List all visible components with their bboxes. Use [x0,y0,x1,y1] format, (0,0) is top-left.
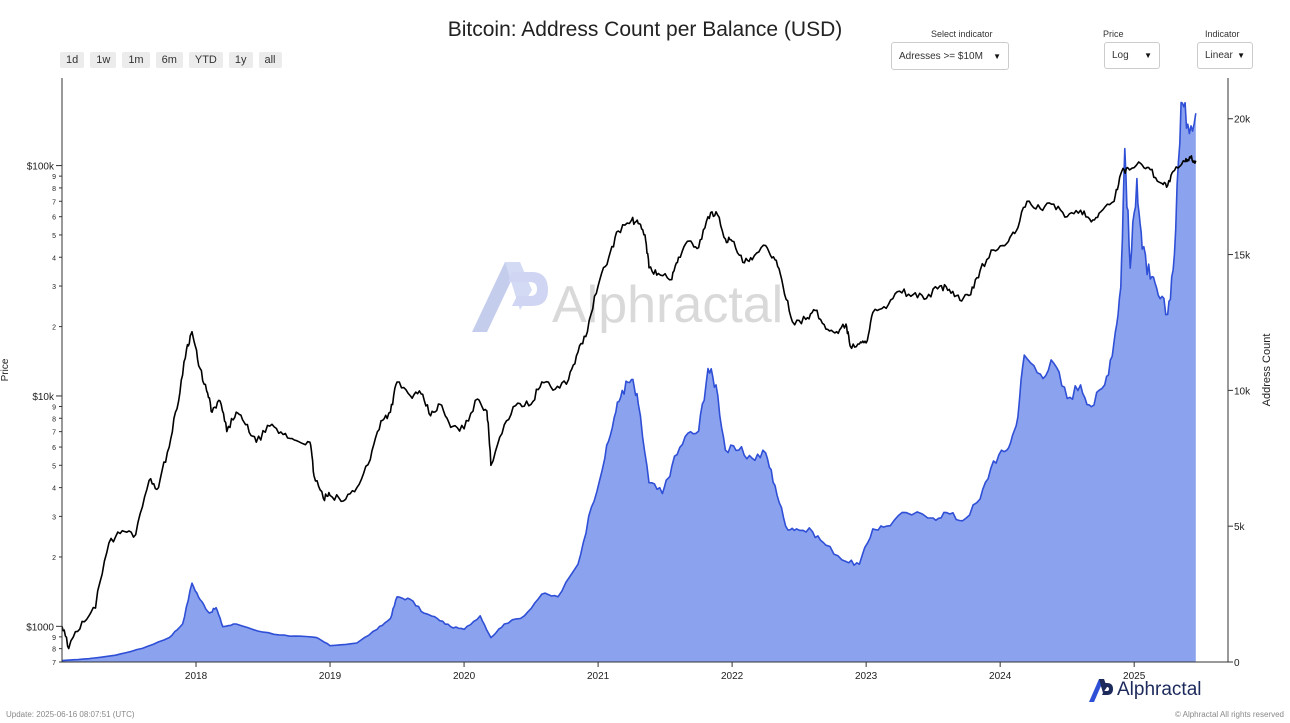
x-axis-tick-label: 2025 [1123,671,1146,682]
left-axis-minor-tick-label: 5 [52,233,56,240]
left-axis-minor-tick-label: 4 [52,486,56,493]
left-axis-minor-tick-label: 6 [52,215,56,222]
series-price-line [61,155,1197,650]
left-axis-minor-tick-label: 6 [52,445,56,452]
left-axis-minor-tick-label: 7 [52,199,56,206]
price-scale-label: Price [1103,29,1124,39]
chart-title: Bitcoin: Address Count per Balance (USD) [447,18,843,41]
left-axis-minor-tick-label: 5 [52,463,56,470]
x-axis-tick-label: 2023 [855,671,878,682]
right-axis-tick-label: 10k [1234,386,1251,397]
left-axis-tick-label: $10k [32,392,55,403]
left-axis-minor-tick-label: 7 [52,660,56,667]
x-axis-tick-label: 2024 [989,671,1012,682]
range-button-all[interactable]: all [258,52,282,68]
price-scale-value: Log [1112,50,1129,61]
left-axis-minor-tick-label: 8 [52,416,56,423]
chevron-down-icon: ▼ [993,51,1001,61]
range-button-6m[interactable]: 6m [155,52,183,68]
left-axis-tick-label: $100k [27,162,55,173]
right-axis-title: Address Count [1261,334,1273,407]
x-axis-tick-label: 2018 [185,671,208,682]
copyright-text: © Alphractal All rights reserved [1174,710,1284,719]
plot-area [61,101,1197,662]
x-axis-tick-label: 2021 [587,671,610,682]
right-axis-tick-label: 5k [1234,522,1246,533]
left-axis-minor-tick-label: 2 [52,325,56,332]
brand-text: Alphractal [1117,679,1202,700]
left-axis-minor-tick-label: 9 [52,635,56,642]
watermark: Alphractal [472,262,783,334]
chevron-down-icon: ▼ [1237,51,1245,60]
right-axis-tick-label: 15k [1234,251,1251,262]
left-axis-minor-tick-label: 4 [52,255,56,262]
left-axis-minor-tick-label: 9 [52,174,56,181]
left-axis-minor-tick-label: 8 [52,647,56,654]
x-axis-tick-label: 2020 [453,671,476,682]
left-axis-tick-label: $1000 [26,622,54,633]
left-axis-minor-tick-label: 3 [52,514,56,521]
right-axis-tick-label: 20k [1234,115,1251,126]
alphractal-logo-icon [1089,679,1113,702]
watermark-text: Alphractal [552,276,783,334]
watermark-logo-icon [505,262,532,310]
range-button-1d[interactable]: 1d [60,52,85,68]
indicator-scale-label: Indicator [1205,29,1240,39]
indicator-scale-select[interactable]: Linear ▼ [1197,42,1253,69]
left-axis-minor-tick-label: 3 [52,284,56,291]
left-axis-minor-tick-label: 2 [52,555,56,562]
price-scale-select[interactable]: Log ▼ [1104,42,1160,69]
series-address-count-area [62,102,1196,662]
left-axis-minor-tick-label: 9 [52,404,56,411]
left-axis-minor-tick-label: 7 [52,430,56,437]
left-axis-minor-tick-label: 8 [52,186,56,193]
range-button-1w[interactable]: 1w [90,52,117,68]
range-button-ytd[interactable]: YTD [188,52,223,68]
update-timestamp: Update: 2025-06-16 08:07:51 (UTC) [6,710,135,719]
axes: $1000 $10k $100k 7 8 9 2 3 4 5 6 7 8 9 2 3 4 5 6 7 8 9 Price 0 5… [0,78,1273,682]
watermark-logo-icon [472,262,520,332]
left-axis-title: Price [0,358,11,381]
series-address-count-line [61,101,1197,662]
indicator-select-value: Adresses >= $10M [899,50,983,62]
time-range-selector: 1d 1w 1m 6m YTD 1y all [60,52,282,68]
x-axis-tick-label: 2019 [319,671,342,682]
watermark-logo-icon [508,272,548,306]
right-axis-tick-label: 0 [1234,658,1240,669]
range-button-1m[interactable]: 1m [122,52,150,68]
indicator-select[interactable]: Adresses >= $10M ▼ [891,42,1009,70]
indicator-select-label: Select indicator [931,29,993,39]
x-axis-tick-label: 2022 [721,671,744,682]
indicator-scale-value: Linear [1205,50,1233,61]
range-button-1y[interactable]: 1y [228,52,253,68]
chevron-down-icon: ▼ [1144,51,1152,60]
brand-logo: Alphractal [1088,677,1202,703]
